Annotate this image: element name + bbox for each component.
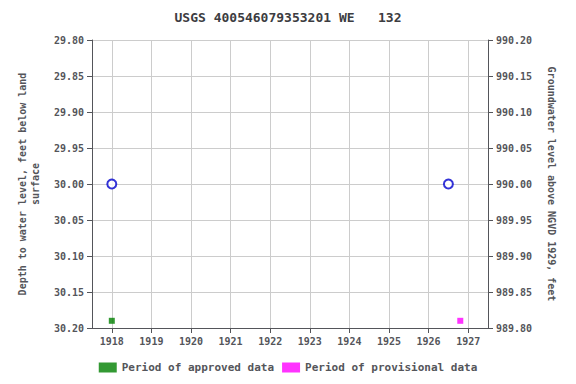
svg-text:1923: 1923	[298, 336, 322, 347]
svg-text:1921: 1921	[219, 336, 243, 347]
svg-text:30.15: 30.15	[54, 287, 84, 298]
svg-text:1922: 1922	[258, 336, 282, 347]
svg-text:Period of approved data: Period of approved data	[122, 361, 274, 374]
svg-text:990.00: 990.00	[496, 179, 532, 190]
svg-text:29.85: 29.85	[54, 71, 84, 82]
svg-text:990.15: 990.15	[496, 71, 532, 82]
svg-text:1925: 1925	[377, 336, 401, 347]
svg-text:Period of provisional data: Period of provisional data	[305, 361, 477, 374]
svg-text:30.20: 30.20	[54, 323, 84, 334]
svg-text:Depth to water level, feet bel: Depth to water level, feet below land	[17, 73, 28, 296]
svg-text:989.85: 989.85	[496, 287, 532, 298]
svg-text:30.00: 30.00	[54, 179, 84, 190]
svg-text:1927: 1927	[456, 336, 480, 347]
svg-text:29.80: 29.80	[54, 35, 84, 46]
svg-text:1918: 1918	[100, 336, 124, 347]
svg-text:29.90: 29.90	[54, 107, 84, 118]
svg-text:1919: 1919	[139, 336, 163, 347]
svg-text:1924: 1924	[337, 336, 361, 347]
svg-text:surface: surface	[30, 163, 41, 205]
svg-text:990.05: 990.05	[496, 143, 532, 154]
svg-text:990.10: 990.10	[496, 107, 532, 118]
svg-text:989.95: 989.95	[496, 215, 532, 226]
svg-text:30.10: 30.10	[54, 251, 84, 262]
svg-text:990.20: 990.20	[496, 35, 532, 46]
svg-text:29.95: 29.95	[54, 143, 84, 154]
svg-text:1920: 1920	[179, 336, 203, 347]
svg-text:1926: 1926	[417, 336, 441, 347]
svg-text:30.05: 30.05	[54, 215, 84, 226]
svg-text:Groundwater level above NGVD 1: Groundwater level above NGVD 1929, feet	[546, 67, 557, 302]
svg-text:989.80: 989.80	[496, 323, 532, 334]
svg-text:USGS 400546079353201 WE 132: USGS 400546079353201 WE 132	[175, 10, 402, 25]
svg-text:989.90: 989.90	[496, 251, 532, 262]
